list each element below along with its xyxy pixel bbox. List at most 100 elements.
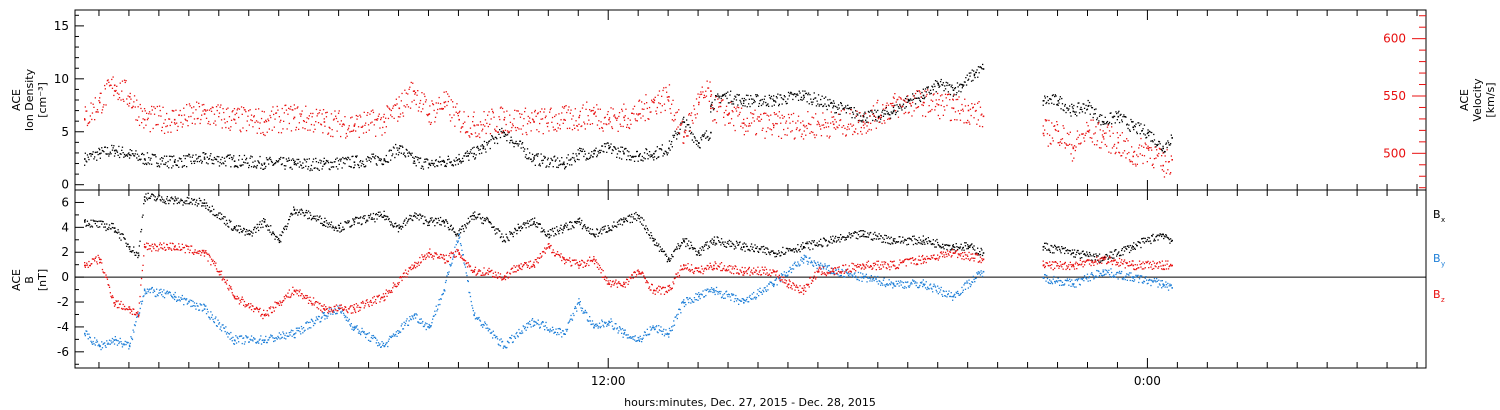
field-axis-label-line2: B <box>23 276 36 284</box>
by-series-point <box>653 326 655 329</box>
legend-label: B <box>1433 288 1441 301</box>
bz-series-point <box>608 283 610 285</box>
bx-series-point <box>713 239 715 242</box>
density-series-point <box>563 163 565 166</box>
bz-series-point <box>84 264 86 267</box>
density-axis-label-line3: [cm⁻³] <box>36 82 49 118</box>
velocity-series-point <box>293 116 296 119</box>
y-tick-label: 4 <box>61 220 69 234</box>
velocity-series-point <box>1162 164 1164 167</box>
density-series-point <box>84 158 86 160</box>
by-series-point <box>773 283 775 285</box>
by-series-point <box>458 233 460 236</box>
density-series-point <box>638 155 640 157</box>
bx-series-point <box>84 221 86 223</box>
density-series-point <box>698 142 700 144</box>
density-series-point <box>877 115 880 118</box>
density-series-point <box>473 152 475 155</box>
density-series-point <box>353 161 356 163</box>
by-series-point <box>143 289 146 292</box>
velocity-series-point <box>710 90 712 92</box>
density-series-point <box>482 147 484 150</box>
density-series-point <box>1132 126 1134 129</box>
by-series <box>84 233 1173 351</box>
bx-series-point <box>548 233 550 236</box>
bz-series-point <box>503 277 505 279</box>
bz-series-point <box>593 258 595 261</box>
by-series-point <box>608 320 610 323</box>
bx-series-point <box>113 227 116 229</box>
velocity-series-point <box>743 122 745 124</box>
by-series-point <box>443 289 446 292</box>
bx-series-point <box>293 208 296 211</box>
velocity-series-point <box>578 116 580 119</box>
velocity-series-point <box>608 118 610 121</box>
density-series-point <box>1162 147 1164 150</box>
bx-series-point <box>683 239 685 242</box>
by-series-point <box>353 326 356 329</box>
legend-label: B <box>1433 252 1441 265</box>
bz-series-point <box>113 302 116 304</box>
velocity-series-point <box>533 121 535 123</box>
bottom-y-axis: -6 -4 -2 0 2 4 6 <box>57 189 84 365</box>
velocity-series-point <box>683 136 685 138</box>
bz-series-point <box>203 252 206 254</box>
y-tick-label: 15 <box>54 19 69 33</box>
by-series-point <box>323 314 326 317</box>
by-series-point <box>293 333 296 335</box>
bx-series-point <box>233 227 236 229</box>
bx-series-point <box>773 252 775 254</box>
density-series-point <box>608 147 610 150</box>
bz-series-point <box>817 270 820 273</box>
bx-series-point <box>248 233 251 236</box>
bx-series-point <box>173 200 176 202</box>
by-series-point <box>623 333 625 335</box>
density-series-point <box>533 158 535 160</box>
bz-series-point <box>638 270 640 273</box>
density-series-point <box>143 158 146 160</box>
bz-series-point <box>218 270 221 273</box>
bx-series-point <box>278 239 281 242</box>
velocity-axis-label-line2: Velocity <box>1471 78 1484 122</box>
top-panel-data <box>84 63 1173 178</box>
bz-series-point <box>293 289 296 292</box>
velocity-series-point <box>1087 130 1090 132</box>
density-series <box>84 63 1173 172</box>
velocity-series-point <box>1042 132 1045 135</box>
density-series-point <box>1147 131 1149 134</box>
by-series-point <box>563 333 565 335</box>
velocity-series-point <box>458 118 460 121</box>
bx-series-point <box>832 239 835 242</box>
top-left-y-axis: 0 5 10 15 <box>54 14 84 192</box>
by-series-point <box>1102 270 1105 273</box>
y-tick-label: 5 <box>61 125 69 139</box>
velocity-series-point <box>84 118 86 121</box>
density-series-point <box>937 84 940 86</box>
bx-series-point <box>143 196 146 198</box>
density-series-point <box>710 131 712 134</box>
bx-series-point <box>503 239 505 242</box>
density-series-point <box>952 89 955 91</box>
velocity-series-point <box>1102 136 1105 138</box>
by-series-point <box>683 302 685 304</box>
by-series-point <box>99 345 101 348</box>
velocity-series-point <box>428 113 431 115</box>
legend-subscript: y <box>1441 260 1445 268</box>
velocity-series-point <box>353 124 356 127</box>
velocity-series-point <box>728 113 730 115</box>
by-series-point <box>1162 283 1164 285</box>
by-series-point <box>413 314 416 317</box>
bz-series-point <box>922 258 925 261</box>
velocity-series-point <box>99 101 101 104</box>
bz-series-point <box>428 252 431 254</box>
velocity-series-point <box>263 121 266 123</box>
by-series-point <box>473 314 475 317</box>
bz-series-point <box>1072 264 1075 267</box>
bx-series-point <box>922 239 925 242</box>
density-series-point <box>1042 100 1045 102</box>
velocity-axis-label-line3: [km/s] <box>1484 82 1497 117</box>
bx-series-point <box>338 227 341 229</box>
bottom-panel-data <box>84 192 1173 351</box>
bz-series-point <box>787 283 790 285</box>
